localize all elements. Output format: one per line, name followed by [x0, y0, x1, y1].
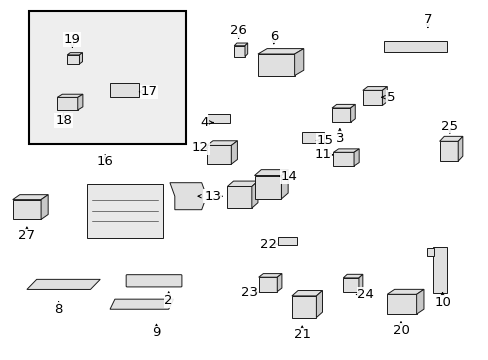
Polygon shape — [254, 170, 287, 176]
Text: 8: 8 — [54, 303, 63, 316]
Text: 26: 26 — [230, 24, 246, 37]
Bar — [432, 247, 446, 293]
Bar — [333, 152, 353, 166]
Polygon shape — [234, 43, 247, 46]
Bar — [207, 113, 229, 122]
Polygon shape — [350, 104, 354, 122]
Polygon shape — [27, 279, 100, 289]
Text: 5: 5 — [386, 91, 395, 104]
Text: 9: 9 — [152, 327, 161, 339]
Text: 23: 23 — [241, 286, 257, 299]
Polygon shape — [331, 104, 354, 108]
Text: 14: 14 — [281, 170, 297, 183]
Text: 19: 19 — [64, 33, 81, 46]
Bar — [277, 237, 297, 245]
Bar — [67, 55, 79, 64]
Polygon shape — [416, 289, 423, 314]
Polygon shape — [110, 299, 173, 309]
Text: 20: 20 — [392, 324, 408, 337]
Polygon shape — [457, 136, 462, 161]
Text: 15: 15 — [316, 134, 333, 147]
Text: 2: 2 — [164, 294, 173, 307]
Text: 7: 7 — [423, 13, 431, 26]
Polygon shape — [206, 141, 237, 145]
Polygon shape — [358, 274, 362, 292]
Polygon shape — [231, 141, 237, 164]
Text: 13: 13 — [204, 190, 221, 203]
Bar — [254, 176, 281, 199]
Text: 10: 10 — [433, 296, 450, 309]
Polygon shape — [382, 87, 386, 105]
Text: 24: 24 — [357, 288, 373, 301]
Bar — [343, 278, 358, 292]
Text: 27: 27 — [19, 229, 35, 242]
Text: 25: 25 — [441, 120, 457, 132]
Polygon shape — [362, 87, 386, 90]
Polygon shape — [277, 274, 281, 292]
Text: 1: 1 — [203, 190, 212, 203]
Polygon shape — [41, 195, 48, 220]
Bar — [427, 248, 433, 256]
Bar — [234, 46, 244, 57]
Polygon shape — [316, 291, 322, 318]
Bar — [362, 90, 382, 105]
Text: 21: 21 — [293, 328, 310, 341]
Text: 17: 17 — [141, 85, 157, 98]
Polygon shape — [343, 274, 362, 278]
Polygon shape — [258, 49, 303, 54]
Bar — [258, 277, 277, 292]
Bar — [386, 294, 416, 314]
Text: 12: 12 — [192, 141, 208, 154]
Bar — [302, 132, 323, 143]
Text: 18: 18 — [55, 114, 72, 127]
Polygon shape — [227, 181, 258, 186]
Bar — [110, 83, 139, 97]
Bar — [227, 186, 251, 208]
Text: 3: 3 — [335, 132, 344, 145]
Polygon shape — [79, 53, 82, 64]
Polygon shape — [294, 49, 303, 76]
Text: 6: 6 — [269, 30, 278, 42]
Polygon shape — [251, 181, 258, 208]
Polygon shape — [78, 94, 83, 110]
Bar — [331, 108, 350, 122]
Bar — [383, 41, 447, 52]
Text: 16: 16 — [97, 156, 113, 168]
Polygon shape — [281, 170, 287, 199]
Bar — [29, 11, 185, 144]
Polygon shape — [13, 195, 48, 199]
Polygon shape — [170, 183, 206, 210]
Polygon shape — [291, 291, 322, 296]
Polygon shape — [386, 289, 423, 294]
Bar — [258, 54, 294, 76]
Bar — [13, 199, 41, 220]
Bar — [87, 184, 162, 238]
Polygon shape — [353, 149, 358, 166]
Bar — [291, 296, 316, 318]
Polygon shape — [258, 274, 281, 277]
Bar — [57, 97, 78, 110]
Bar — [439, 141, 457, 161]
Bar — [206, 145, 231, 164]
Polygon shape — [67, 53, 82, 55]
Polygon shape — [57, 94, 83, 98]
Text: 4: 4 — [200, 116, 208, 129]
FancyBboxPatch shape — [126, 275, 182, 287]
Polygon shape — [244, 43, 247, 57]
Text: 11: 11 — [314, 148, 330, 161]
Text: 22: 22 — [260, 238, 277, 251]
Polygon shape — [333, 149, 358, 152]
Polygon shape — [439, 136, 462, 141]
